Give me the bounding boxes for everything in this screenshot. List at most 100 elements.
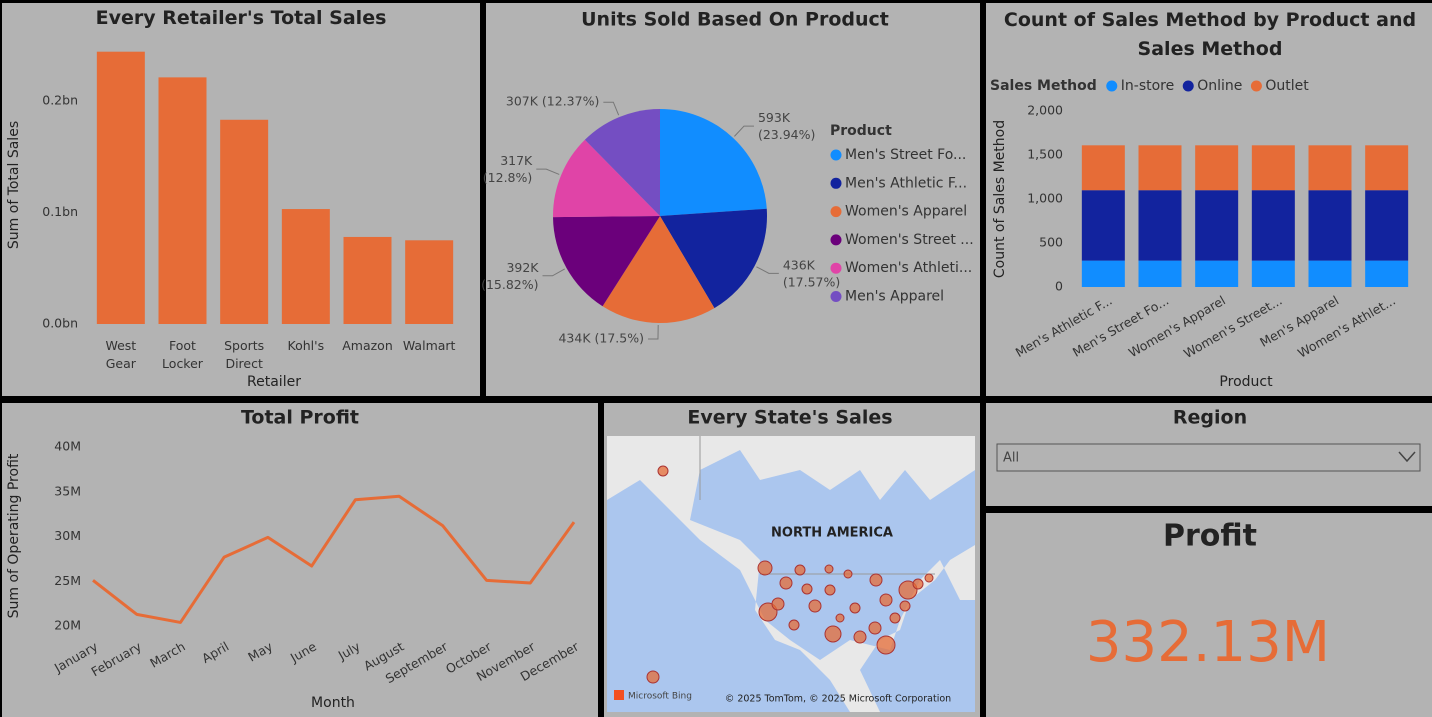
slicer-dropdown[interactable] [996,443,1421,472]
map-bubble [899,600,911,612]
y-tick-label: 0.1bn [42,204,78,219]
legend-label: Men's Apparel [845,289,944,305]
x-tick-label: Amazon [342,338,393,353]
y-tick-label: 40M [54,439,81,454]
map-bubble [835,613,845,623]
x-axis-title: Retailer [247,374,301,390]
legend-label: In-store [1121,78,1174,94]
leader-line [603,101,620,116]
x-axis-title: Month [311,695,355,711]
y-tick-label: 20M [54,618,81,633]
map-bubble [853,630,867,644]
y-tick-label: 35M [54,483,81,498]
bar-segment [1308,190,1352,261]
x-tick-label: Sports Direct [224,338,264,371]
map-bubble [824,625,842,643]
map-bubble [876,635,896,655]
legend-label: Women's Street ... [845,232,974,248]
y-axis-title: Count of Sales Method [992,120,1008,278]
bar-segment [1365,190,1409,261]
legend-swatch [830,262,842,274]
map-bubble [869,573,883,587]
map-bubble [824,564,834,574]
x-tick-label: Walmart [403,338,456,353]
bar-segment [1251,145,1295,191]
panel [986,403,1432,506]
map-bubble [898,580,918,600]
legend-title: Sales Method [990,78,1097,94]
leader-line [542,268,565,277]
bar-segment [1081,260,1125,287]
map-bubble [794,564,806,576]
legend-label: Men's Athletic F... [845,175,967,191]
y-tick-label: 0.0bn [42,316,78,331]
bar-segment [1195,190,1239,261]
bar-segment [1308,260,1352,287]
y-tick-label: 2,000 [1027,103,1063,118]
bar-segment [1195,260,1239,287]
legend-swatch [1250,80,1262,92]
bar-segment [1365,145,1409,191]
pie-slice [584,109,660,216]
x-tick-label: West Gear [105,338,136,371]
map [607,436,975,712]
map-bubble [808,599,822,613]
legend-label: Women's Athleti... [845,260,972,276]
x-axis-title: Product [1219,374,1273,390]
pie-slice [660,208,767,309]
map-bubble [868,621,882,635]
legend-swatch [830,177,842,189]
legend-swatch [830,149,842,161]
y-tick-label: 500 [1039,235,1063,250]
bing-logo [614,690,624,700]
data-label: 593K (23.94%) [758,110,815,142]
map-bubble [788,619,800,631]
map-bubble [771,597,785,611]
bar-segment [1251,260,1295,287]
pie-slice [553,216,660,307]
bar-segment [1195,145,1239,191]
bar-segment [1138,190,1182,261]
data-label: 434K (17.5%) [558,330,644,345]
pie-slice [660,109,767,216]
map-bubble [758,602,778,622]
card-title: Profit [1163,519,1257,554]
map-bubble [801,583,813,595]
data-label: 392K (15.82%) [481,259,539,291]
bar-segment [1081,145,1125,191]
y-tick-label: 0 [1055,279,1063,294]
map-bubble [879,593,893,607]
pie-slice [602,216,715,323]
data-label: 317K (12.8%) [483,153,533,185]
map-bubble [924,573,934,583]
bar-segment [1251,190,1295,261]
y-axis-title: Sum of Total Sales [6,121,22,249]
legend-swatch [1106,80,1118,92]
chart-title: Count of Sales Method by Product and Sale… [1004,9,1416,60]
line [92,494,576,624]
bar [343,236,392,324]
card-value: 332.13M [1086,610,1330,675]
map-brand: Microsoft Bing [628,692,692,702]
bar [405,240,454,324]
bar-segment [1308,145,1352,191]
chart-title: Every Retailer's Total Sales [96,7,387,29]
map-region-label: NORTH AMERICA [771,526,893,541]
slicer-value[interactable]: All [1003,451,1019,466]
bar [220,119,269,324]
map-bubble [889,612,901,624]
map-bubble [757,560,773,576]
chart-title: Total Profit [241,407,359,429]
x-tick-label: Foot Locker [162,338,204,371]
leader-line [756,266,779,274]
leader-line [647,324,659,340]
map-bubbles [646,465,934,684]
dropdown-chevron[interactable] [1398,451,1416,463]
bar-segment [1081,190,1125,261]
y-tick-label: 0.2bn [42,92,78,107]
bar [281,209,330,324]
pie-slice [553,139,660,218]
legend-label: Men's Street Fo... [845,147,966,163]
data-label: 307K (12.37%) [506,94,599,109]
